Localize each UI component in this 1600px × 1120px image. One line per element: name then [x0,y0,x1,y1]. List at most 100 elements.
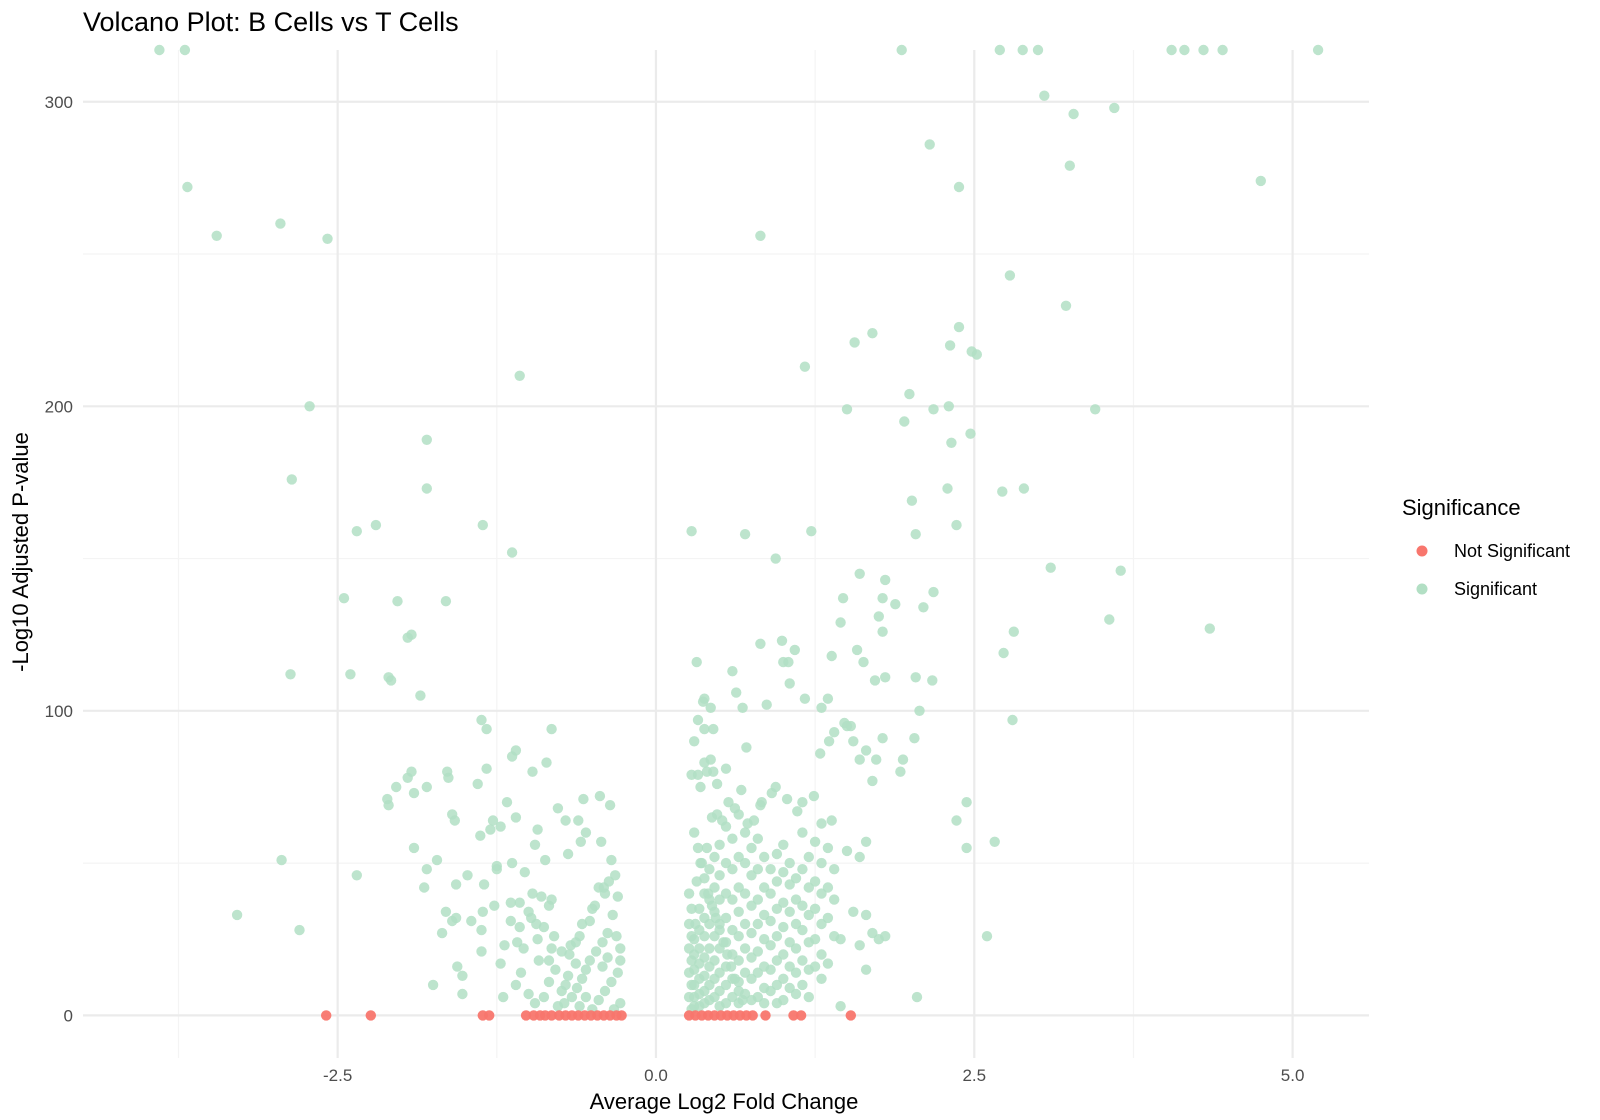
significant-point [835,617,846,628]
significant-point [692,842,704,854]
significant-point [275,218,286,229]
significant-point [598,882,609,893]
significant-point [736,784,747,796]
significant-point [695,781,706,793]
significant-point [737,702,748,713]
significant-point [495,958,506,969]
significant-point [829,894,840,905]
significant-point [683,967,695,978]
significant-point [928,586,939,598]
significant-point [871,754,882,765]
significant-point [765,888,776,899]
significant-point [505,897,516,908]
significant-point [611,931,622,942]
significant-point [481,723,492,735]
significant-point [797,797,808,808]
significant-point [584,955,595,966]
significant-point [848,736,859,747]
significant-point [826,815,837,826]
significant-point [717,815,728,826]
significant-point [562,970,574,981]
significant-point [285,669,296,680]
significant-point [322,233,333,244]
y-axis-ticks: 0 100 200 300 [45,93,73,1026]
significant-point [704,864,715,875]
significant-point [1179,44,1190,56]
significant-point [809,934,821,945]
significant-point [1217,44,1228,56]
significant-point [421,434,432,445]
significant-point [506,857,518,869]
significant-point [981,931,993,942]
significant-point [523,988,534,1000]
legend-title: Significance [1402,495,1521,520]
significant-point [691,656,702,668]
chart-points [154,44,1324,1021]
significant-point [701,842,713,854]
significant-point [1064,160,1076,171]
significant-point [809,836,821,847]
significant-point [971,349,982,360]
significant-point [739,827,751,838]
not-significant-point [845,1010,856,1021]
significant-point [720,961,732,972]
significant-point [709,882,720,893]
significant-point [548,931,560,942]
significant-point [421,864,432,875]
significant-point [727,894,738,905]
y-axis-title: -Log10 Adjusted P-value [8,432,33,672]
significant-point [789,644,800,656]
significant-point [478,879,490,890]
significant-point [704,918,715,930]
significant-point [741,742,752,753]
significant-point [797,900,808,911]
significant-point [860,964,872,975]
significant-point [615,955,626,966]
significant-point [699,931,710,942]
significant-point [1045,562,1056,573]
significant-point [803,851,814,863]
significant-point [994,44,1005,56]
significant-point [179,44,191,56]
significant-point [720,937,732,948]
significant-point [965,428,976,439]
significant-point [765,940,776,951]
significant-point [550,964,561,975]
significant-point [924,139,935,150]
significant-point [816,949,827,960]
significant-point [1068,108,1079,120]
significant-point [689,827,700,838]
significant-point [778,949,789,960]
not-significant-point [321,1010,332,1021]
significant-point [543,955,555,966]
significant-point [686,526,697,537]
significant-point [518,943,529,954]
not-significant-point [788,1010,799,1021]
significant-point [797,979,808,991]
significant-point [761,699,772,710]
significant-point [573,815,584,826]
significant-point [485,824,496,835]
significant-point [1109,102,1120,114]
significant-point [1115,565,1126,576]
significant-point [778,973,789,984]
x-tick-label: 5.0 [1281,1066,1305,1085]
significant-point [286,474,297,485]
legend-marker-not-significant [1416,545,1428,557]
significant-point [739,857,751,869]
significant-point [546,943,557,954]
y-tick-label: 300 [45,93,73,112]
significant-point [402,632,413,643]
significant-point [532,934,543,945]
significant-point [602,927,613,939]
significant-point [351,526,362,537]
significant-point [727,833,738,844]
significant-point [752,864,763,875]
significant-point [385,675,397,686]
not-significant-point [546,1010,557,1021]
significant-point [421,483,432,494]
significant-point [476,924,487,936]
significant-point [1018,483,1030,494]
significant-point [752,833,763,844]
